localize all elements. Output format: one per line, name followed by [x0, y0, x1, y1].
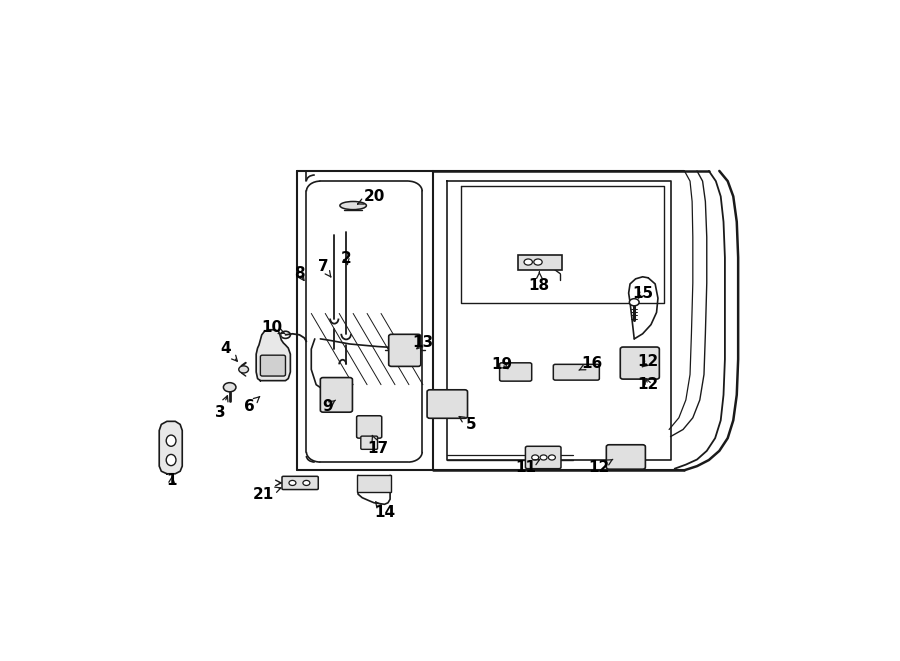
Polygon shape — [159, 421, 182, 474]
Circle shape — [532, 455, 539, 460]
Text: 16: 16 — [579, 356, 603, 371]
FancyBboxPatch shape — [607, 445, 645, 469]
Text: 21: 21 — [253, 486, 281, 502]
FancyBboxPatch shape — [620, 347, 660, 379]
Circle shape — [281, 331, 291, 338]
FancyBboxPatch shape — [518, 255, 562, 270]
Text: 19: 19 — [491, 357, 512, 372]
FancyBboxPatch shape — [389, 334, 421, 366]
Circle shape — [548, 455, 555, 460]
Text: 8: 8 — [294, 266, 305, 281]
Circle shape — [303, 481, 310, 485]
Text: 3: 3 — [215, 396, 228, 420]
Text: 9: 9 — [322, 399, 336, 414]
Ellipse shape — [166, 454, 176, 465]
Text: 18: 18 — [529, 272, 550, 293]
Polygon shape — [256, 330, 291, 381]
Text: 13: 13 — [412, 336, 434, 350]
FancyBboxPatch shape — [260, 355, 285, 376]
Text: 12: 12 — [637, 377, 659, 392]
Text: 11: 11 — [515, 459, 540, 475]
Text: 12: 12 — [589, 459, 613, 475]
Text: 4: 4 — [220, 340, 238, 362]
Circle shape — [289, 481, 296, 485]
FancyBboxPatch shape — [554, 364, 599, 380]
Circle shape — [540, 455, 547, 460]
FancyBboxPatch shape — [361, 436, 378, 449]
Ellipse shape — [166, 435, 176, 446]
Ellipse shape — [340, 202, 366, 210]
Text: 20: 20 — [357, 189, 385, 204]
FancyBboxPatch shape — [320, 377, 353, 412]
Circle shape — [238, 366, 248, 373]
Circle shape — [524, 259, 533, 265]
Text: 7: 7 — [318, 259, 331, 277]
Text: 5: 5 — [459, 416, 476, 432]
Text: 1: 1 — [166, 473, 177, 488]
FancyBboxPatch shape — [500, 363, 532, 381]
FancyBboxPatch shape — [357, 475, 391, 492]
Circle shape — [223, 383, 236, 392]
Text: 17: 17 — [367, 436, 388, 456]
FancyBboxPatch shape — [526, 446, 561, 469]
FancyBboxPatch shape — [356, 416, 382, 438]
Text: 12: 12 — [637, 354, 659, 369]
Text: 2: 2 — [341, 251, 352, 266]
Text: 10: 10 — [261, 320, 285, 335]
Circle shape — [534, 259, 542, 265]
Text: 14: 14 — [374, 502, 395, 520]
FancyBboxPatch shape — [428, 390, 467, 418]
Circle shape — [629, 299, 639, 306]
FancyBboxPatch shape — [282, 477, 319, 490]
Text: 15: 15 — [632, 286, 653, 301]
Text: 6: 6 — [244, 397, 259, 414]
